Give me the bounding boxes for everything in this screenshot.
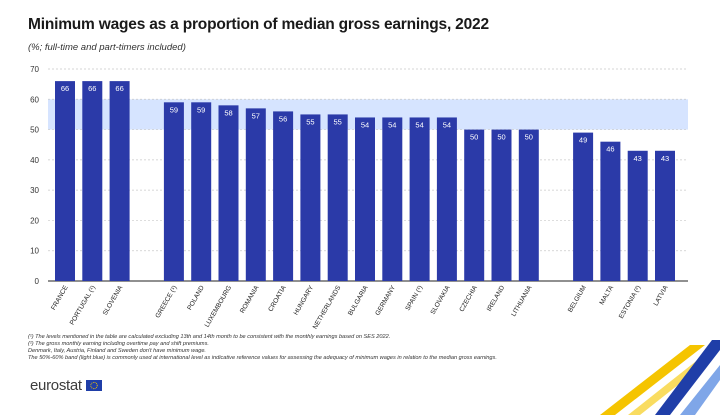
bar: [491, 129, 512, 281]
y-tick-label: 20: [30, 216, 39, 225]
bar: [163, 102, 184, 281]
data-label: 50: [470, 133, 478, 142]
decor-stripe-lightblue: [680, 365, 720, 415]
y-tick-label: 50: [30, 126, 39, 135]
bar: [191, 102, 212, 281]
bar: [627, 150, 648, 281]
footnote-3: Denmark, Italy, Austria, Finland and Swe…: [28, 348, 206, 354]
data-label: 54: [361, 120, 369, 129]
data-label: 55: [306, 117, 314, 126]
y-tick-label: 10: [30, 247, 39, 256]
decor-stripe-yellow: [600, 345, 705, 415]
footnote-2: (²) The gross monthly earning including …: [28, 341, 209, 347]
data-label: 59: [197, 105, 205, 114]
y-tick-label: 40: [30, 156, 39, 165]
footnote-4: The 50%-60% band (light blue) is commonl…: [28, 355, 497, 361]
data-label: 59: [170, 105, 178, 114]
y-tick-label: 60: [30, 95, 39, 104]
data-label: 54: [388, 120, 396, 129]
logo-text: eurostat: [30, 377, 82, 394]
bar: [600, 141, 621, 281]
bar: [355, 117, 375, 281]
data-label: 46: [606, 145, 614, 154]
data-label: 54: [415, 120, 423, 129]
bar: [273, 111, 294, 282]
data-label: 50: [525, 133, 533, 142]
chart-subtitle: (%; full-time and part-timers included): [28, 42, 186, 53]
data-label: 66: [88, 84, 96, 93]
data-label: 56: [279, 114, 287, 123]
bar: [218, 105, 239, 281]
data-label: 49: [579, 136, 587, 145]
bar: [409, 117, 430, 281]
bar: [245, 108, 266, 281]
y-tick-label: 30: [30, 186, 39, 195]
bar: [655, 150, 675, 281]
data-label: 57: [252, 111, 260, 120]
bar: [82, 81, 103, 281]
y-tick-label: 0: [35, 277, 40, 286]
bar: [464, 129, 485, 281]
eurostat-logo: eurostat: [30, 377, 102, 394]
chart-title: Minimum wages as a proportion of median …: [28, 16, 489, 33]
bar: [436, 117, 457, 281]
y-tick-label: 70: [30, 65, 39, 74]
data-label: 43: [634, 154, 642, 163]
footnotes: (¹) The levels mentioned in the table ar…: [28, 334, 628, 362]
data-label: 55: [334, 117, 342, 126]
data-label: 66: [115, 84, 123, 93]
bar: [327, 114, 348, 281]
data-label: 66: [61, 84, 69, 93]
bar: [300, 114, 321, 281]
bar: [382, 117, 403, 281]
data-label: 54: [443, 120, 451, 129]
data-label: 58: [224, 108, 232, 117]
bar: [109, 81, 130, 281]
data-label: 50: [497, 133, 505, 142]
footnote-1: (¹) The levels mentioned in the table ar…: [28, 334, 391, 340]
bar: [55, 81, 75, 281]
bar: [518, 129, 539, 281]
decor-stripe-blue: [655, 340, 720, 415]
data-label: 43: [661, 154, 669, 163]
eu-flag-icon: [85, 380, 102, 391]
bar: [573, 132, 594, 281]
